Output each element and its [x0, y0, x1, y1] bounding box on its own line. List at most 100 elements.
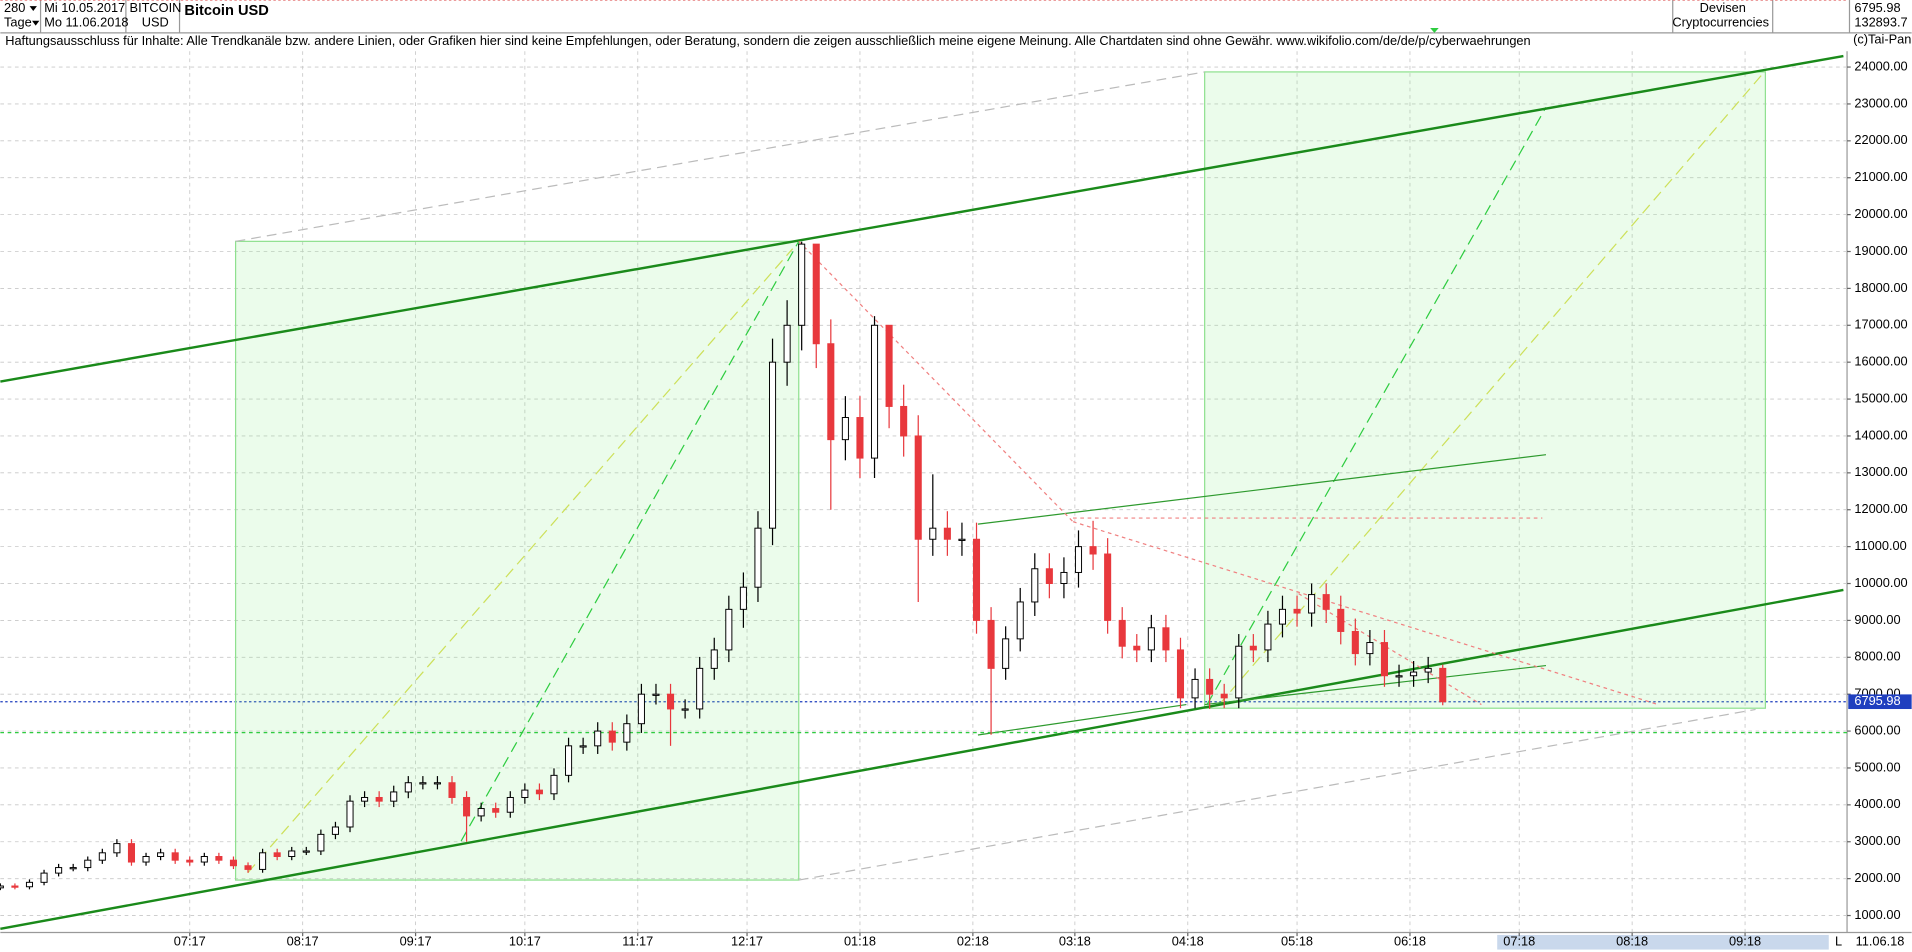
y-tick-label: 9000.00 [1854, 612, 1900, 627]
axis-end-date: 11.06.18 [1856, 934, 1905, 949]
candle-body [856, 417, 864, 459]
candle-body [1439, 667, 1447, 703]
candle-body [1074, 546, 1083, 573]
y-tick-label: 10000.00 [1854, 575, 1907, 590]
trend-line [977, 703, 1187, 736]
y-tick-label: 23000.00 [1854, 95, 1907, 110]
candle-body [710, 649, 718, 669]
candle-body [1118, 619, 1126, 647]
candle-body [1322, 594, 1330, 610]
y-tick-label: 11000.00 [1854, 538, 1906, 553]
candle-body [870, 324, 879, 459]
candle-body [463, 796, 471, 817]
candle-body [667, 693, 675, 710]
candle-body [1235, 645, 1243, 699]
candle-body [331, 826, 339, 835]
candle-body [885, 324, 893, 407]
group: Cryptocurrencies [1672, 15, 1769, 30]
period-unit[interactable]: Tage [4, 15, 32, 30]
y-tick-label: 18000.00 [1854, 280, 1907, 295]
x-tick-label: 09:18 [1729, 934, 1761, 949]
candle-body [1410, 671, 1418, 677]
y-tick-label: 1000.00 [1854, 907, 1900, 922]
y-tick-label: 6000.00 [1854, 722, 1900, 737]
candle-body [98, 852, 106, 861]
candle-body [900, 405, 908, 437]
candle-body [448, 782, 456, 798]
last-price-box [1848, 694, 1912, 710]
x-tick-label: 09:17 [400, 934, 432, 949]
candle-body [171, 852, 179, 861]
candle-body [1191, 678, 1199, 699]
y-tick-label: 21000.00 [1854, 169, 1907, 184]
future-band [1497, 934, 1829, 950]
y-tick-label: 3000.00 [1854, 833, 1900, 848]
candle-body [419, 782, 427, 785]
fan-line [247, 248, 794, 874]
candle-body [492, 808, 500, 813]
candle-body [827, 343, 835, 441]
period[interactable]: 280 [4, 0, 25, 15]
candle-body [594, 730, 602, 747]
candle-body [390, 791, 398, 802]
range-box [234, 240, 800, 881]
candle-body [812, 243, 820, 345]
candle-body [1045, 568, 1053, 585]
y-tick-label: 16000.00 [1854, 354, 1907, 369]
dropdown-arrow [32, 20, 40, 26]
y-tick-label: 5000.00 [1854, 759, 1900, 774]
y-tick-label: 13000.00 [1854, 464, 1907, 479]
candle-body [1293, 608, 1301, 614]
symbol: BITCOIN [130, 0, 182, 15]
candle-body [1031, 568, 1039, 603]
fan-line [1206, 106, 1547, 705]
candle-body [215, 856, 223, 861]
candle-body [1089, 546, 1097, 555]
x-tick-label: 02:18 [957, 934, 989, 949]
y-tick-label: 8000.00 [1854, 649, 1900, 664]
candles [0, 241, 1447, 891]
x-tick-label: 08:18 [1616, 934, 1648, 949]
projection-line [798, 708, 1756, 881]
candle-body [1366, 642, 1374, 655]
candle-body [1380, 642, 1388, 677]
candle-body [404, 782, 412, 793]
dropdown-arrow [29, 6, 37, 11]
candle-body [1337, 608, 1345, 632]
candle-body [1162, 627, 1170, 651]
start-date: Mi 10.05.2017 [44, 0, 125, 15]
range-box [1204, 71, 1766, 709]
candle-body [25, 881, 34, 888]
candle-body [579, 745, 587, 748]
candle-body [1220, 693, 1228, 699]
candle-body [40, 872, 48, 883]
candle-body [987, 619, 995, 669]
candle-body [929, 527, 937, 540]
disclaimer: Haftungsausschluss für Inhalte: Alle Tre… [5, 33, 1530, 48]
x-tick-label: 10:17 [509, 934, 541, 949]
y-tick-label: 17000.00 [1854, 317, 1907, 332]
volume: 132893.7 [1854, 15, 1907, 30]
resistance-line [1298, 593, 1482, 706]
candle-body [361, 796, 369, 802]
candle-body [288, 850, 296, 857]
candle-body [769, 361, 777, 529]
candle-body [186, 859, 194, 863]
y-tick-label: 20000.00 [1854, 206, 1907, 221]
candle-body [1104, 553, 1112, 621]
grid [0, 0, 1848, 933]
candle-body [608, 730, 616, 743]
x-tick-label: 08:17 [287, 934, 319, 949]
candle-body [565, 745, 573, 776]
candle-body [229, 859, 237, 867]
candle-body [1060, 571, 1068, 585]
candle-body [681, 708, 689, 711]
scale-mode[interactable]: L [1835, 934, 1842, 949]
candle-body [1308, 594, 1316, 614]
trend-line [1204, 664, 1547, 706]
candle-body [783, 324, 791, 363]
fan-line [460, 241, 800, 842]
candle-body [1206, 678, 1214, 695]
